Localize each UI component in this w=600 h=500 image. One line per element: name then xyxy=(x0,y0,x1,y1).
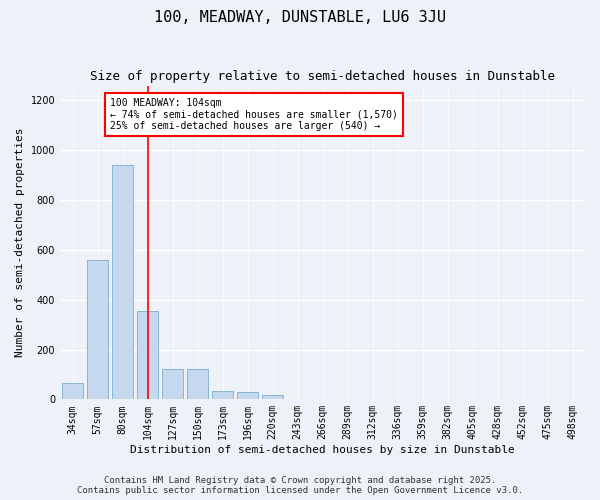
Bar xyxy=(87,260,108,400)
Text: Contains HM Land Registry data © Crown copyright and database right 2025.
Contai: Contains HM Land Registry data © Crown c… xyxy=(77,476,523,495)
Text: 100 MEADWAY: 104sqm
← 74% of semi-detached houses are smaller (1,570)
25% of sem: 100 MEADWAY: 104sqm ← 74% of semi-detach… xyxy=(110,98,398,131)
X-axis label: Distribution of semi-detached houses by size in Dunstable: Distribution of semi-detached houses by … xyxy=(130,445,515,455)
Bar xyxy=(62,383,83,400)
Bar xyxy=(237,392,258,400)
Text: 100, MEADWAY, DUNSTABLE, LU6 3JU: 100, MEADWAY, DUNSTABLE, LU6 3JU xyxy=(154,10,446,25)
Bar xyxy=(262,395,283,400)
Y-axis label: Number of semi-detached properties: Number of semi-detached properties xyxy=(15,128,25,357)
Title: Size of property relative to semi-detached houses in Dunstable: Size of property relative to semi-detach… xyxy=(90,70,555,83)
Bar xyxy=(162,370,183,400)
Bar xyxy=(187,370,208,400)
Bar xyxy=(112,165,133,400)
Bar xyxy=(212,390,233,400)
Bar xyxy=(137,311,158,400)
